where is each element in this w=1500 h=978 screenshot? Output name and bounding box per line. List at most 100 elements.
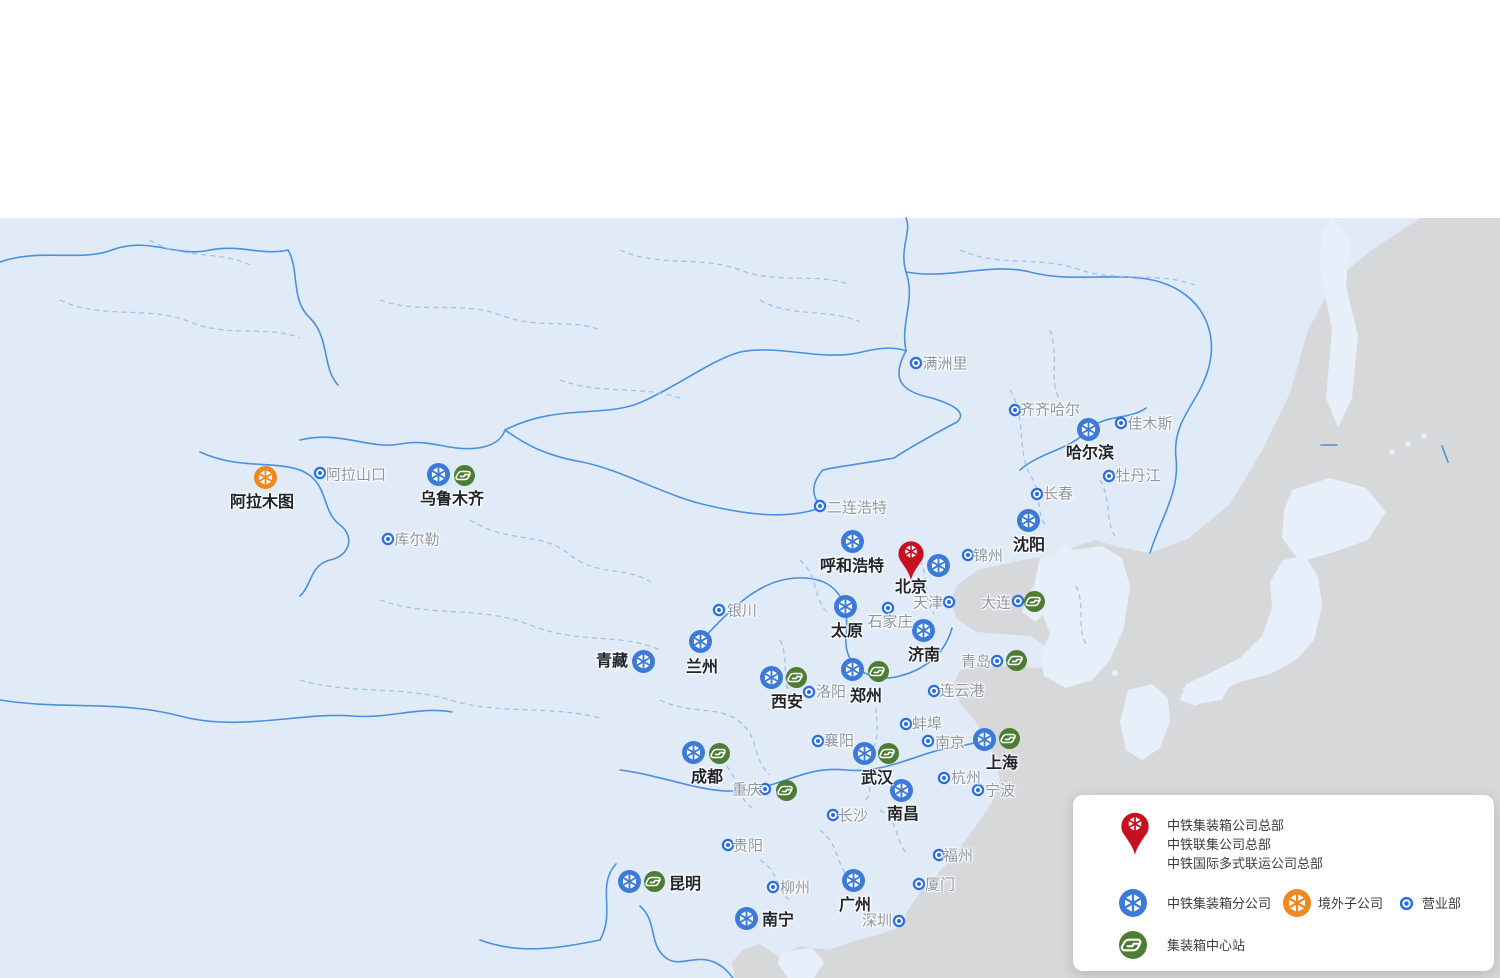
business-office-dot-锦州[interactable] bbox=[961, 548, 975, 562]
business-office-dot-南京[interactable] bbox=[921, 734, 935, 748]
container-station-icon-西安[interactable] bbox=[785, 666, 807, 688]
branch-company-icon-济南[interactable] bbox=[911, 618, 935, 642]
business-office-dot-重庆[interactable] bbox=[758, 782, 772, 796]
city-label-长春: 长春 bbox=[1042, 485, 1074, 503]
city-label-满洲里: 满洲里 bbox=[922, 355, 968, 373]
city-label-沈阳: 沈阳 bbox=[1012, 537, 1046, 554]
legend-branch-icon bbox=[1119, 889, 1147, 917]
business-office-dot-天津[interactable] bbox=[942, 595, 956, 609]
legend: 中铁集装箱公司总部 中铁联集公司总部 中铁国际多式联运公司总部 中铁集装箱分公司… bbox=[1073, 795, 1494, 971]
city-label-襄阳: 襄阳 bbox=[823, 732, 855, 750]
branch-company-icon-上海[interactable] bbox=[972, 727, 996, 751]
business-office-dot-长春[interactable] bbox=[1030, 487, 1044, 501]
city-label-天津: 天津 bbox=[912, 594, 944, 612]
city-label-重庆: 重庆 bbox=[731, 781, 763, 799]
legend-hq-line2: 中铁联集公司总部 bbox=[1167, 837, 1272, 852]
city-label-南昌: 南昌 bbox=[886, 806, 920, 823]
business-office-dot-贵阳[interactable] bbox=[721, 838, 735, 852]
branch-company-icon-西安[interactable] bbox=[759, 665, 783, 689]
branch-company-icon-呼和浩特[interactable] bbox=[840, 529, 864, 553]
city-label-上海: 上海 bbox=[985, 755, 1019, 772]
city-label-青岛: 青岛 bbox=[960, 653, 992, 671]
city-label-二连浩特: 二连浩特 bbox=[826, 499, 888, 517]
business-office-dot-长沙[interactable] bbox=[826, 808, 840, 822]
business-office-dot-青岛[interactable] bbox=[990, 654, 1004, 668]
city-label-乌鲁木齐: 乌鲁木齐 bbox=[419, 491, 485, 508]
city-label-库尔勒: 库尔勒 bbox=[394, 531, 440, 549]
business-office-dot-深圳[interactable] bbox=[892, 914, 906, 928]
branch-company-icon-兰州[interactable] bbox=[688, 629, 712, 653]
business-office-dot-连云港[interactable] bbox=[927, 684, 941, 698]
city-label-广州: 广州 bbox=[838, 897, 872, 914]
business-office-dot-佳木斯[interactable] bbox=[1114, 416, 1128, 430]
container-station-icon-青岛[interactable] bbox=[1005, 649, 1027, 671]
business-office-dot-襄阳[interactable] bbox=[811, 734, 825, 748]
business-office-dot-二连浩特[interactable] bbox=[813, 499, 827, 513]
branch-company-icon-沈阳[interactable] bbox=[1016, 508, 1040, 532]
hq-pin-icon-北京[interactable] bbox=[895, 536, 927, 582]
branch-company-icon-成都[interactable] bbox=[681, 740, 705, 764]
legend-branch-label: 中铁集装箱分公司 bbox=[1167, 896, 1272, 911]
city-label-齐齐哈尔: 齐齐哈尔 bbox=[1019, 401, 1081, 419]
city-label-武汉: 武汉 bbox=[860, 770, 894, 787]
branch-company-icon-郑州[interactable] bbox=[840, 657, 864, 681]
business-office-dot-蚌埠[interactable] bbox=[899, 717, 913, 731]
city-label-大连: 大连 bbox=[980, 594, 1012, 612]
rivers-and-borders bbox=[0, 217, 1449, 978]
branch-company-icon-南宁[interactable] bbox=[734, 906, 758, 930]
city-label-厦门: 厦门 bbox=[924, 876, 956, 894]
business-office-dot-杭州[interactable] bbox=[937, 771, 951, 785]
branch-company-icon-北京[interactable] bbox=[926, 553, 950, 577]
branch-company-icon-哈尔滨[interactable] bbox=[1076, 417, 1100, 441]
business-office-dot-柳州[interactable] bbox=[766, 880, 780, 894]
container-station-icon-昆明[interactable] bbox=[643, 870, 665, 892]
city-label-济南: 济南 bbox=[907, 647, 941, 664]
container-station-icon-乌鲁木齐[interactable] bbox=[453, 464, 475, 486]
legend-station-label: 集装箱中心站 bbox=[1167, 938, 1246, 953]
container-station-icon-武汉[interactable] bbox=[877, 742, 899, 764]
branch-company-icon-昆明[interactable] bbox=[617, 869, 641, 893]
business-office-dot-石家庄[interactable] bbox=[881, 601, 895, 615]
container-station-icon-郑州[interactable] bbox=[867, 660, 889, 682]
branch-company-icon-乌鲁木齐[interactable] bbox=[426, 462, 450, 486]
container-station-icon-上海[interactable] bbox=[998, 727, 1020, 749]
container-station-icon-成都[interactable] bbox=[708, 742, 730, 764]
city-label-兰州: 兰州 bbox=[685, 659, 719, 676]
city-label-深圳: 深圳 bbox=[861, 912, 893, 930]
business-office-dot-厦门[interactable] bbox=[912, 877, 926, 891]
business-office-dot-齐齐哈尔[interactable] bbox=[1008, 403, 1022, 417]
city-label-北京: 北京 bbox=[894, 579, 928, 596]
business-office-dot-阿拉山口[interactable] bbox=[313, 466, 327, 480]
overseas-subsidiary-icon-阿拉木图[interactable] bbox=[253, 465, 277, 489]
branch-company-icon-南昌[interactable] bbox=[889, 778, 913, 802]
business-office-dot-福州[interactable] bbox=[932, 848, 946, 862]
city-label-呼和浩特: 呼和浩特 bbox=[819, 558, 885, 575]
legend-office-label: 营业部 bbox=[1422, 896, 1462, 911]
business-office-dot-库尔勒[interactable] bbox=[381, 532, 395, 546]
branch-company-icon-青藏[interactable] bbox=[631, 649, 655, 673]
business-office-dot-牡丹江[interactable] bbox=[1102, 469, 1116, 483]
container-station-icon-重庆[interactable] bbox=[775, 779, 797, 801]
city-label-太原: 太原 bbox=[830, 623, 864, 640]
branch-company-icon-太原[interactable] bbox=[833, 594, 857, 618]
province-borders bbox=[59, 239, 1196, 901]
business-office-dot-银川[interactable] bbox=[712, 603, 726, 617]
business-office-dot-宁波[interactable] bbox=[971, 783, 985, 797]
branch-company-icon-广州[interactable] bbox=[841, 868, 865, 892]
container-station-icon-大连[interactable] bbox=[1023, 590, 1045, 612]
business-office-dot-满洲里[interactable] bbox=[909, 356, 923, 370]
business-office-dot-洛阳[interactable] bbox=[802, 685, 816, 699]
legend-station-icon bbox=[1119, 931, 1147, 959]
city-label-南宁: 南宁 bbox=[761, 912, 795, 929]
city-label-青藏: 青藏 bbox=[595, 653, 629, 670]
city-label-杭州: 杭州 bbox=[950, 769, 982, 787]
city-label-西安: 西安 bbox=[770, 694, 804, 711]
city-label-昆明: 昆明 bbox=[668, 876, 702, 893]
city-label-佳木斯: 佳木斯 bbox=[1127, 415, 1173, 433]
business-office-dot-大连[interactable] bbox=[1011, 594, 1025, 608]
city-label-南京: 南京 bbox=[934, 734, 966, 752]
branch-company-icon-武汉[interactable] bbox=[852, 741, 876, 765]
city-label-石家庄: 石家庄 bbox=[867, 613, 913, 631]
